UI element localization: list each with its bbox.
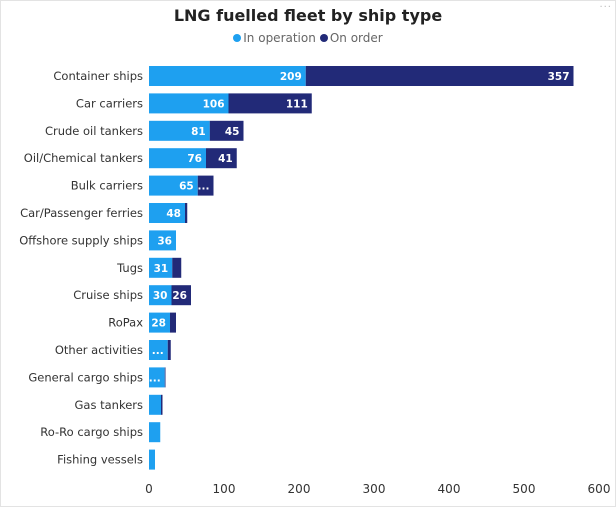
bar-on-order-crude-oil-tankers — [209, 120, 244, 141]
data-label-on-order-car-carriers: 111 — [286, 98, 308, 110]
bar-on-order-tugs — [172, 257, 182, 278]
category-label-ropax: RoPax — [108, 316, 143, 330]
x-tick-label-300: 300 — [363, 482, 386, 496]
bar-in-operation-offshore-supply-ships — [149, 230, 176, 251]
bar-in-operation-other-activities — [149, 340, 168, 360]
data-label-in-operation-other-activities: ... — [152, 345, 164, 357]
bar-in-operation-container-ships — [149, 66, 306, 86]
x-tick-label-400: 400 — [438, 482, 461, 496]
category-label-gas-tankers: Gas tankers — [75, 398, 144, 412]
x-tick-label-500: 500 — [513, 482, 536, 496]
bar-on-order-ropax — [170, 312, 176, 333]
category-label-tugs: Tugs — [116, 261, 143, 275]
data-label-on-order-container-ships: 357 — [548, 71, 570, 83]
x-tick-label-200: 200 — [288, 482, 311, 496]
legend-label-on-order: On order — [329, 31, 383, 45]
more-options-icon[interactable]: ··· — [599, 2, 612, 13]
bar-on-order-car-carriers — [228, 93, 312, 114]
bar-on-order-container-ships — [305, 66, 574, 86]
data-label-in-operation-car-passenger-ferries: 48 — [166, 208, 181, 220]
data-label-in-operation-oil-chemical-tankers: 76 — [187, 153, 202, 165]
data-label-in-operation-container-ships: 209 — [280, 71, 302, 83]
category-label-bulk-carriers: Bulk carriers — [71, 179, 143, 193]
chart-title: LNG fuelled fleet by ship type — [173, 6, 443, 25]
data-label-on-order-bulk-carriers: ... — [198, 181, 210, 193]
data-label-on-order-cruise-ships: 26 — [172, 290, 187, 302]
category-label-container-ships: Container ships — [53, 69, 143, 83]
bar-on-order-gas-tankers — [161, 394, 163, 415]
data-label-in-operation-cruise-ships: 30 — [153, 290, 168, 302]
category-label-offshore-supply-ships: Offshore supply ships — [19, 233, 143, 247]
x-tick-label-600: 600 — [588, 482, 611, 496]
bar-in-operation-tugs — [149, 257, 173, 278]
category-label-cruise-ships: Cruise ships — [73, 288, 143, 302]
category-label-other-activities: Other activities — [55, 343, 143, 357]
x-tick-label-100: 100 — [213, 482, 236, 496]
bar-in-operation-bulk-carriers — [149, 175, 198, 196]
data-label-in-operation-ropax: 28 — [151, 318, 166, 330]
bar-in-operation-ro-ro-cargo-ships — [149, 422, 161, 443]
bar-in-operation-car-carriers — [149, 93, 229, 114]
category-label-ro-ro-cargo-ships: Ro-Ro cargo ships — [40, 425, 143, 439]
data-label-in-operation-crude-oil-tankers: 81 — [191, 126, 206, 138]
category-label-car-carriers: Car carriers — [76, 96, 143, 110]
category-label-general-cargo-ships: General cargo ships — [28, 370, 143, 384]
bar-on-order-bulk-carriers — [197, 175, 214, 196]
bar-in-operation-car-passenger-ferries — [149, 203, 185, 223]
bar-on-order-car-passenger-ferries — [185, 203, 188, 223]
legend-item-on-order[interactable]: On order — [319, 31, 383, 45]
data-label-in-operation-general-cargo-ships: ... — [149, 372, 161, 384]
bar-in-operation-fishing-vessels — [149, 449, 155, 470]
data-label-in-operation-offshore-supply-ships: 36 — [157, 235, 172, 247]
data-label-on-order-crude-oil-tankers: 45 — [225, 126, 240, 138]
category-label-oil-chemical-tankers: Oil/Chemical tankers — [24, 151, 143, 165]
data-label-in-operation-car-carriers: 106 — [203, 98, 225, 110]
bar-in-operation-cruise-ships — [149, 285, 172, 306]
chart-legend: In operation On order — [0, 31, 616, 45]
bar-in-operation-ropax — [149, 312, 170, 333]
bar-in-operation-gas-tankers — [149, 394, 161, 415]
data-label-on-order-oil-chemical-tankers: 41 — [218, 153, 233, 165]
legend-swatch-on-order — [319, 34, 328, 42]
legend-swatch-in-operation — [233, 34, 242, 42]
bar-in-operation-oil-chemical-tankers — [149, 148, 206, 169]
bar-in-operation-general-cargo-ships — [149, 367, 165, 388]
legend-label-in-operation: In operation — [243, 31, 316, 45]
bar-on-order-other-activities — [167, 340, 171, 360]
bar-on-order-cruise-ships — [171, 285, 191, 306]
data-label-in-operation-tugs: 31 — [154, 263, 169, 275]
category-label-crude-oil-tankers: Crude oil tankers — [45, 124, 143, 138]
bar-on-order-general-cargo-ships — [164, 367, 166, 388]
category-label-car-passenger-ferries: Car/Passenger ferries — [20, 206, 143, 220]
data-label-in-operation-bulk-carriers: 65 — [179, 181, 194, 193]
category-label-fishing-vessels: Fishing vessels — [57, 453, 143, 467]
bar-in-operation-crude-oil-tankers — [149, 120, 210, 141]
x-tick-label-0: 0 — [145, 482, 153, 496]
bar-on-order-oil-chemical-tankers — [206, 148, 237, 169]
legend-item-in-operation[interactable]: In operation — [233, 31, 316, 45]
